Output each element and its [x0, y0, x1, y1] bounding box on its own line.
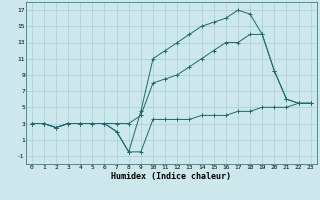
X-axis label: Humidex (Indice chaleur): Humidex (Indice chaleur): [111, 172, 231, 181]
